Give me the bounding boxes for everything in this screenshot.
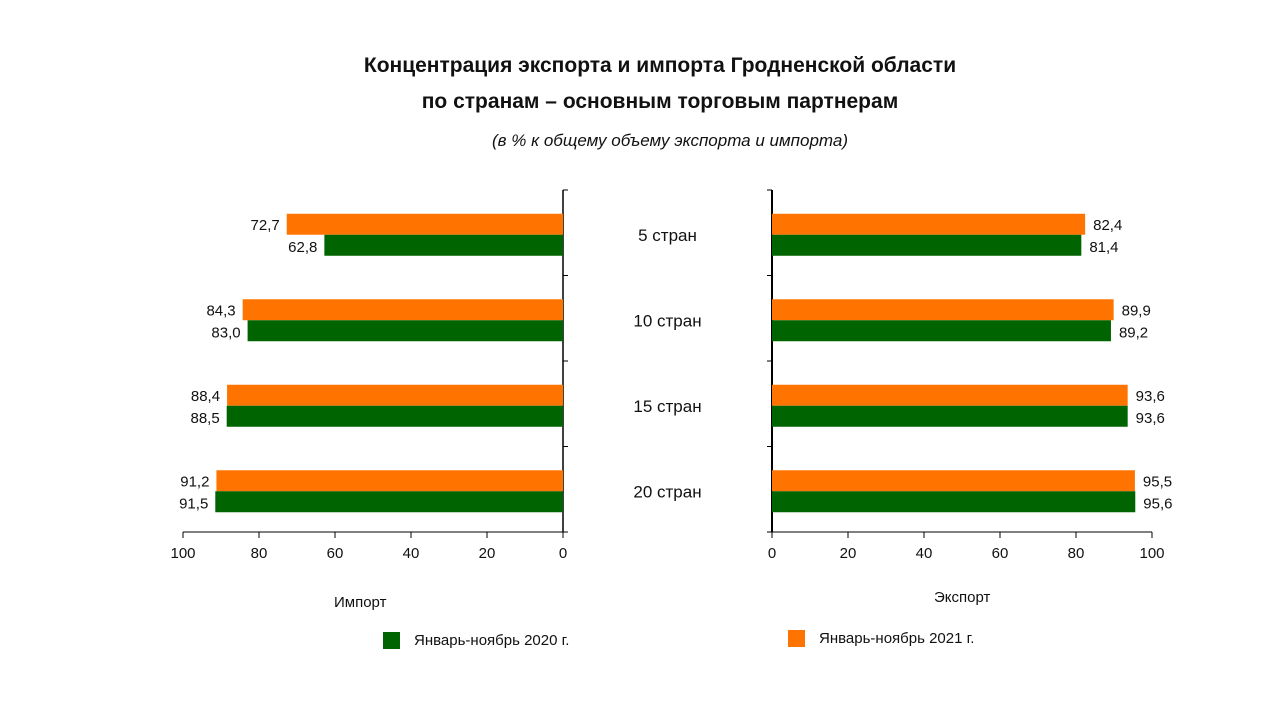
import-bar-2020 [215,491,564,513]
chart-title-line-2: по странам – основным торговым партнерам [421,90,899,113]
export-bar-2020 [772,491,1136,513]
legend-label-2021: Январь-ноябрь 2021 г. [819,630,975,647]
export-x-tick-label: 40 [916,545,933,562]
import-data-label-2021: 72,7 [251,217,280,234]
import-x-tick-label: 60 [327,545,344,562]
import-bar-2020 [226,405,563,427]
import-bar-2020 [324,234,563,256]
export-data-label-2021: 89,9 [1122,302,1151,319]
export-x-tick-label: 20 [840,545,857,562]
export-bar-2021 [772,470,1135,492]
import-bar-2020 [247,320,563,342]
export-data-label-2020: 95,6 [1143,495,1172,512]
export-bar-2020 [772,405,1128,427]
category-label: 20 стран [633,482,701,501]
export-bar-2021 [772,384,1128,406]
import-data-label-2020: 88,5 [190,410,219,427]
import-data-label-2021: 91,2 [180,473,209,490]
legend-item-2021: Январь-ноябрь 2021 г. [788,630,974,647]
export-x-tick-label: 80 [1068,545,1085,562]
import-bar-2021 [286,213,563,235]
chart-subtitle: (в % к общему объему экспорта и импорта) [492,131,848,150]
import-bar-2021 [216,470,563,492]
import-x-tick-label: 20 [479,545,496,562]
category-label: 5 стран [638,226,697,245]
category-label: 10 стран [633,311,701,330]
legend-item-2020: Январь-ноябрь 2020 г. [383,632,569,649]
legend-label-2020: Январь-ноябрь 2020 г. [414,632,570,649]
export-data-label-2020: 89,2 [1119,324,1148,341]
import-x-tick-label: 40 [403,545,420,562]
legend-swatch-2020 [383,632,400,649]
export-bar-2021 [772,213,1086,235]
export-x-tick-label: 0 [768,545,776,562]
chart-title-line-1: Концентрация экспорта и импорта Гродненс… [363,54,957,77]
export-data-label-2021: 93,6 [1136,388,1165,405]
import-data-label-2020: 91,5 [179,495,208,512]
import-data-label-2020: 83,0 [211,324,240,341]
import-data-label-2021: 84,3 [206,302,235,319]
import-x-tick-label: 80 [251,545,268,562]
import-data-label-2020: 62,8 [288,239,317,256]
legend-swatch-2021 [788,630,805,647]
import-bar-2021 [242,299,563,321]
export-bar-2020 [772,234,1082,256]
export-bar-2020 [772,320,1111,342]
import-bar-2021 [227,384,563,406]
import-x-tick-label: 0 [559,545,567,562]
export-x-tick-label: 100 [1139,545,1164,562]
export-data-label-2021: 82,4 [1093,217,1122,234]
export-axis-title: Экспорт [934,589,991,606]
import-axis-title: Импорт [334,594,387,611]
export-bar-2021 [772,299,1114,321]
import-x-tick-label: 100 [170,545,195,562]
export-data-label-2020: 93,6 [1136,410,1165,427]
export-data-label-2020: 81,4 [1089,239,1118,256]
category-label: 15 стран [633,397,701,416]
export-x-tick-label: 60 [992,545,1009,562]
export-data-label-2021: 95,5 [1143,473,1172,490]
import-data-label-2021: 88,4 [191,388,220,405]
